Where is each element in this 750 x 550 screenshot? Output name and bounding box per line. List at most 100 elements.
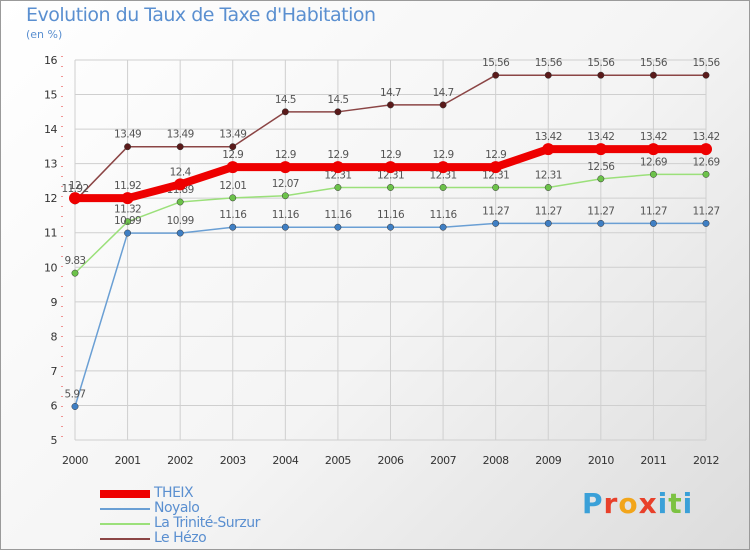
- legend-label: La Trinité-Surzur: [154, 515, 260, 531]
- data-point: [229, 223, 237, 231]
- data-point: [176, 143, 184, 151]
- data-point: [334, 223, 342, 231]
- data-point: [387, 101, 394, 109]
- data-point: [597, 175, 605, 183]
- data-label: 13.49: [114, 129, 141, 141]
- legend-label: Le Hézo: [154, 530, 207, 546]
- data-label: 13.42: [587, 131, 614, 143]
- data-label: 12.9: [327, 149, 348, 161]
- data-label: 11.16: [272, 209, 300, 221]
- data-label: 12.01: [219, 180, 246, 192]
- data-point: [544, 71, 552, 79]
- data-label: 12.69: [640, 156, 667, 168]
- y-tick-label: 16: [44, 54, 57, 67]
- logo-letter: o: [618, 487, 639, 520]
- data-point: [229, 143, 237, 151]
- y-tick-label: 15: [44, 89, 57, 102]
- x-tick-label: 2005: [325, 454, 351, 467]
- y-tick-label: 9: [51, 296, 58, 309]
- x-tick-label: 2008: [483, 454, 509, 467]
- logo-letter: t: [668, 487, 683, 520]
- data-label: 13.49: [219, 129, 246, 141]
- data-label: 11.27: [640, 205, 667, 217]
- data-point: [226, 161, 239, 174]
- data-point: [71, 403, 79, 410]
- x-tick-label: 2001: [115, 454, 141, 467]
- data-label: 11.16: [377, 209, 405, 221]
- data-label: 11.16: [430, 209, 458, 221]
- data-label: 15.56: [640, 57, 668, 69]
- data-point: [492, 71, 500, 79]
- data-point: [649, 71, 657, 79]
- y-tick-label: 6: [51, 399, 58, 412]
- x-tick-label: 2006: [378, 454, 404, 467]
- data-label: 12.07: [272, 178, 299, 190]
- y-tick-label: 8: [51, 330, 58, 343]
- data-point: [702, 219, 710, 227]
- data-label: 13.49: [167, 129, 194, 141]
- y-tick-label: 7: [51, 365, 58, 378]
- x-tick-label: 2009: [535, 454, 561, 467]
- data-label: 12.9: [275, 149, 296, 161]
- data-label: 12.56: [587, 161, 615, 173]
- logo-letter: r: [603, 487, 619, 520]
- logo-letter: P: [582, 487, 604, 520]
- data-point: [281, 223, 289, 231]
- data-label: 11.92: [61, 183, 88, 195]
- legend-swatch: [100, 523, 150, 525]
- data-label: 13.42: [692, 131, 719, 143]
- data-point: [647, 143, 660, 156]
- data-point: [384, 161, 397, 174]
- data-point: [281, 192, 289, 200]
- data-point: [229, 194, 237, 202]
- data-point: [437, 161, 450, 174]
- y-tick-label: 11: [44, 227, 57, 240]
- data-point: [121, 192, 134, 205]
- x-tick-label: 2012: [693, 454, 719, 467]
- legend-swatch: [100, 538, 150, 540]
- data-point: [71, 269, 79, 277]
- data-label: 12: [69, 180, 81, 192]
- data-point: [176, 229, 184, 237]
- y-tick-label: 14: [44, 123, 57, 136]
- data-point: [439, 184, 447, 191]
- data-label: 10.99: [114, 215, 141, 227]
- data-label: 11.92: [114, 180, 141, 192]
- data-label: 11.16: [324, 209, 352, 221]
- data-point: [700, 143, 712, 156]
- data-label: 15.56: [587, 57, 615, 69]
- data-label: 14.5: [275, 94, 296, 106]
- data-label: 15.56: [482, 57, 510, 69]
- data-label: 11.27: [692, 205, 719, 217]
- data-point: [124, 218, 132, 226]
- data-point: [544, 219, 552, 227]
- data-label: 11.32: [114, 204, 141, 216]
- data-point: [331, 161, 344, 174]
- data-point: [439, 223, 447, 231]
- data-point: [597, 219, 605, 227]
- data-label: 12.69: [692, 156, 719, 168]
- data-point: [649, 170, 657, 178]
- x-tick-label: 2011: [640, 454, 666, 467]
- data-point: [702, 71, 710, 79]
- data-label: 14.7: [380, 87, 401, 99]
- legend-label: Noyalo: [154, 500, 200, 516]
- data-label: 11.27: [587, 205, 614, 217]
- data-label: 12.4: [170, 166, 192, 178]
- data-label: 12.9: [433, 149, 454, 161]
- data-label: 12.31: [324, 169, 351, 181]
- data-point: [334, 108, 342, 116]
- data-point: [174, 178, 187, 191]
- y-tick-label: 13: [44, 158, 57, 171]
- data-point: [439, 101, 447, 109]
- y-tick-label: 5: [51, 434, 58, 447]
- data-label: 11.27: [482, 205, 509, 217]
- chart-unit: (en %): [26, 28, 63, 41]
- data-label: 15.56: [692, 57, 720, 69]
- data-label: 12.9: [380, 149, 401, 161]
- chart-title: Evolution du Taux de Taxe d'Habitation: [26, 4, 376, 26]
- legend-swatch: [100, 508, 150, 510]
- legend-swatch: [100, 490, 150, 498]
- data-point: [279, 161, 292, 174]
- x-tick-label: 2002: [167, 454, 193, 467]
